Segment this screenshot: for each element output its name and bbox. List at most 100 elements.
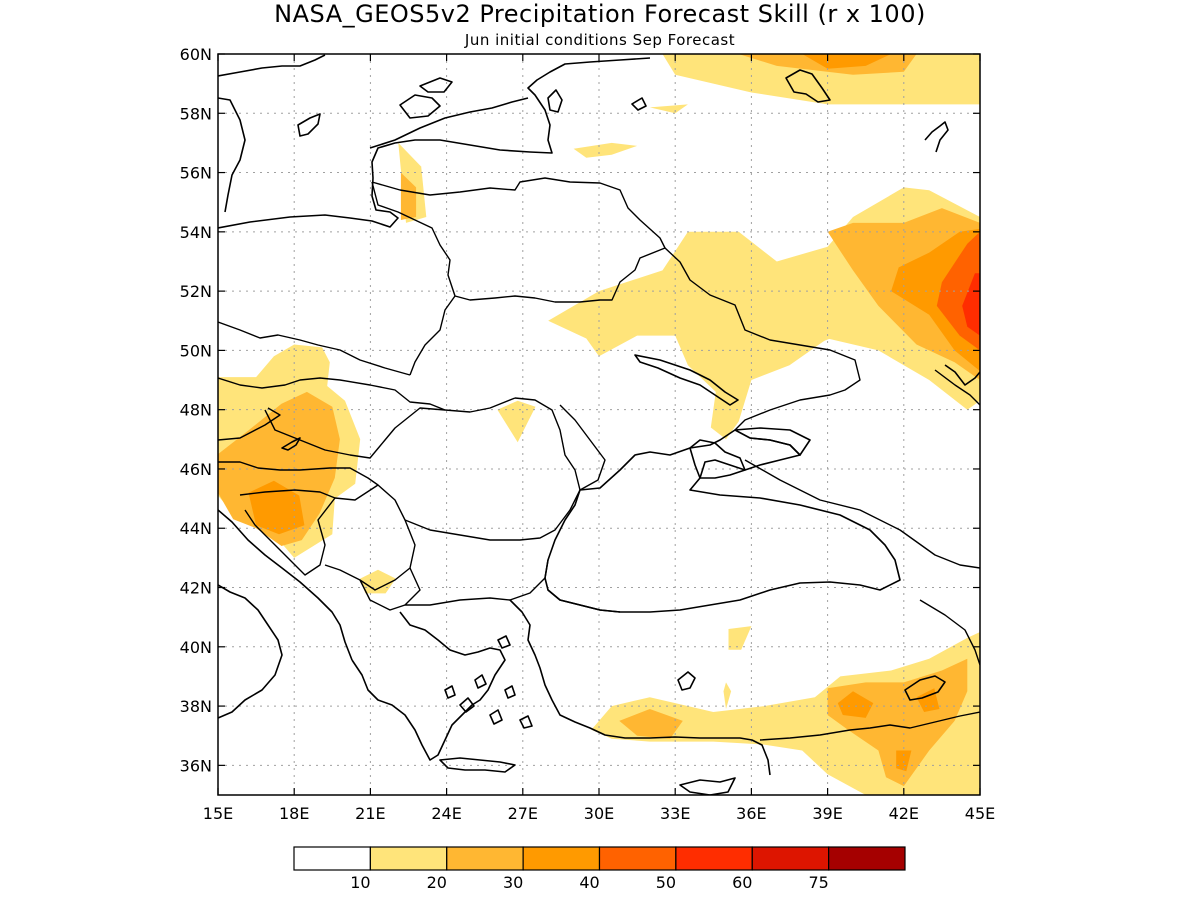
skill-region-12 <box>962 273 980 336</box>
greece-coast <box>351 611 506 761</box>
skill-region-20 <box>723 682 732 709</box>
graticule <box>218 54 980 795</box>
lat-tick-label: 44N <box>180 519 212 538</box>
border-moldova <box>514 397 606 491</box>
longitude-axis-labels: 15E 18E 21E 24E 27E 30E 33E 36E 39E 42E 45E <box>203 804 995 823</box>
coastlines-and-borders <box>218 54 980 795</box>
aegean-turkey-coast <box>509 599 771 776</box>
map-panel <box>217 53 981 796</box>
border-czech-slovakia <box>218 377 516 413</box>
lake-peipus <box>547 89 563 113</box>
colorbar-swatch-6 <box>675 846 753 871</box>
volga-oka-river <box>924 121 949 153</box>
colorbar-swatch-8 <box>828 846 906 871</box>
border-bulgaria-south <box>404 559 549 606</box>
lon-tick-label: 39E <box>812 804 842 823</box>
skill-region-22 <box>619 709 683 739</box>
figure-title: NASA_GEOS5v2 Precipitation Forecast Skil… <box>274 0 926 28</box>
adriatic-coast <box>218 509 353 661</box>
border-russia-kazakhstan <box>934 369 980 406</box>
skill-region-17 <box>248 480 305 535</box>
colorbar-label: 30 <box>503 873 523 892</box>
border-austria-hungary <box>218 407 281 441</box>
crimea-coast <box>689 439 746 479</box>
baltic-coast <box>218 57 651 229</box>
border-romania-bulgaria <box>404 489 581 541</box>
lat-tick-label: 38N <box>180 697 212 716</box>
gulf-of-bothnia-coast <box>218 54 326 213</box>
gulf-of-finland-coast <box>369 97 529 149</box>
skill-region-19 <box>728 626 752 650</box>
lake-tuz <box>677 671 696 691</box>
border-bosnia <box>239 489 336 576</box>
latitude-axis-labels: 60N 58N 56N 54N 52N 50N 48N 46N 44N 42N 40N 38N 36N <box>180 45 212 775</box>
colorbar-swatch-3 <box>446 846 524 871</box>
border-caucasus <box>744 459 980 569</box>
skill-region-4 <box>573 142 638 158</box>
lon-tick-label: 27E <box>508 804 538 823</box>
skill-shading-layer <box>218 54 980 795</box>
lat-tick-label: 48N <box>180 401 212 420</box>
border-poland-east <box>371 181 456 376</box>
skill-region-3 <box>802 54 892 69</box>
skill-region-26 <box>896 750 912 772</box>
saaremaa-islands <box>399 77 453 119</box>
lat-tick-label: 56N <box>180 164 212 183</box>
colorbar: 10 20 30 40 50 60 75 <box>293 846 906 892</box>
lon-tick-label: 42E <box>889 804 919 823</box>
turkey-north-coast <box>547 589 621 613</box>
skill-region-5 <box>649 104 688 114</box>
border-belarus-north <box>371 177 666 303</box>
border-turkey-syria <box>759 711 980 741</box>
lake-ilmen <box>631 97 647 111</box>
colorbar-label: 50 <box>656 873 676 892</box>
skill-region-16 <box>218 391 340 546</box>
lat-tick-label: 60N <box>180 45 212 64</box>
colorbar-label: 10 <box>350 873 370 892</box>
border-serbia <box>324 484 416 591</box>
colorbar-label: 20 <box>427 873 447 892</box>
lat-tick-label: 58N <box>180 104 212 123</box>
lon-tick-label: 21E <box>355 804 385 823</box>
colorbar-swatch-5 <box>598 846 677 871</box>
colorbar-label: 60 <box>732 873 752 892</box>
border-turkey-east <box>919 599 980 666</box>
colorbar-swatch-7 <box>751 846 830 871</box>
colorbar-swatch-2 <box>369 846 448 871</box>
lat-tick-label: 54N <box>180 223 212 242</box>
border-ukraine-russia <box>664 247 861 431</box>
colorbar-label: 75 <box>808 873 828 892</box>
lon-tick-label: 33E <box>660 804 690 823</box>
lon-tick-label: 45E <box>965 804 995 823</box>
border-hungary-romania <box>264 407 446 459</box>
dnieper-reservoir <box>634 354 739 406</box>
border-greece-north <box>359 579 406 611</box>
lon-tick-label: 36E <box>736 804 766 823</box>
lat-tick-label: 36N <box>180 756 212 775</box>
skill-region-24 <box>837 691 874 718</box>
skill-region-14 <box>497 400 536 443</box>
cyprus-island <box>679 777 736 795</box>
skill-region-7 <box>400 172 417 220</box>
lat-tick-label: 50N <box>180 341 212 360</box>
lat-tick-label: 52N <box>180 282 212 301</box>
gotland-island <box>297 113 321 137</box>
colorbar-swatch-4 <box>522 846 601 871</box>
lon-tick-label: 24E <box>431 804 461 823</box>
figure-subtitle: Jun initial conditions Sep Forecast <box>464 31 735 49</box>
caspian-coast <box>944 364 980 386</box>
border-slovenia-croatia <box>218 461 379 486</box>
rybinsk-reservoir <box>785 69 831 103</box>
crete-island <box>439 757 516 773</box>
lon-tick-label: 30E <box>584 804 614 823</box>
lon-tick-label: 18E <box>279 804 309 823</box>
lon-tick-label: 15E <box>203 804 233 823</box>
border-germany-poland <box>218 321 411 376</box>
axis-tick-marks <box>217 53 981 795</box>
lat-tick-label: 40N <box>180 638 212 657</box>
italy-coast <box>218 584 283 719</box>
skill-region-13 <box>802 311 853 342</box>
lake-van <box>904 675 946 701</box>
lake-balaton <box>281 437 301 451</box>
